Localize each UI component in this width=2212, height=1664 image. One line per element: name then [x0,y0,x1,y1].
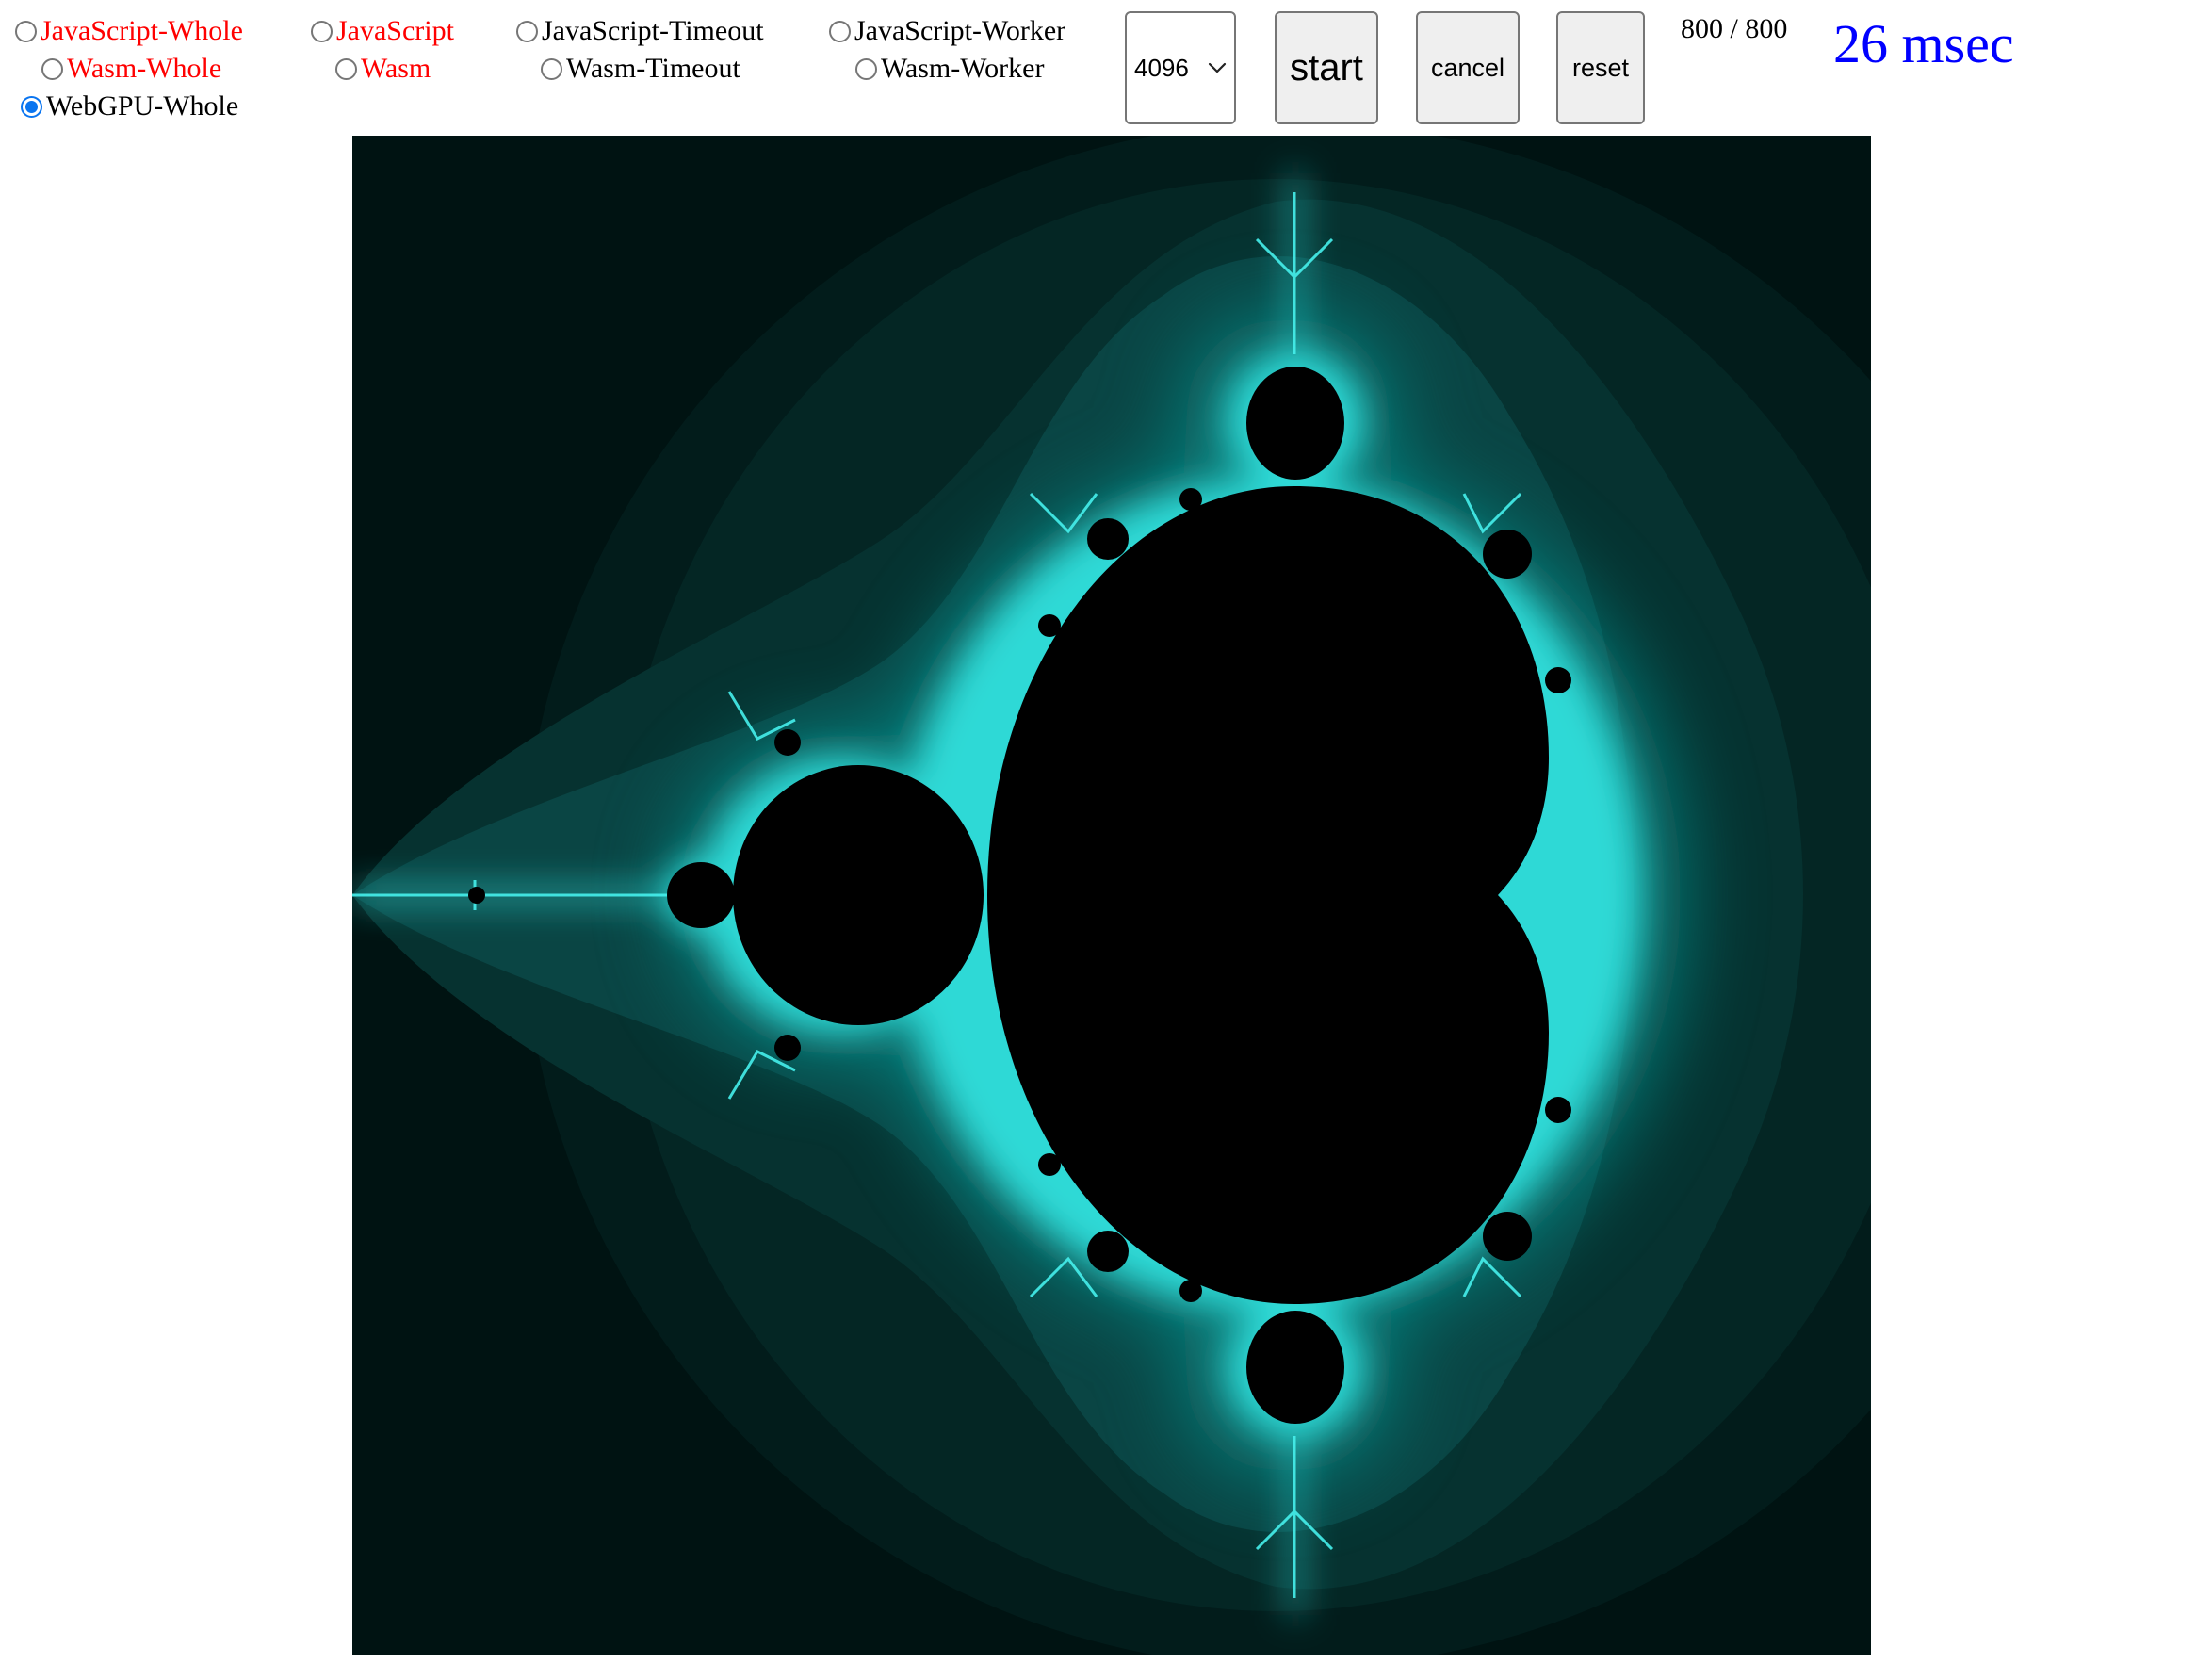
mandelbrot-canvas[interactable] [352,136,1871,1655]
radio-javascript[interactable]: JavaScript [311,13,454,49]
radio-label: Wasm-Timeout [566,53,740,84]
cancel-button-label: cancel [1430,53,1505,82]
radio-wasm-worker[interactable]: Wasm-Worker [855,51,1044,87]
radio-javascript-worker[interactable]: JavaScript-Worker [829,13,1065,49]
radio-button-icon[interactable] [41,57,63,80]
mandelbrot-image [352,136,1871,1655]
radio-javascript-whole[interactable]: JavaScript-Whole [15,13,243,49]
radio-javascript-timeout[interactable]: JavaScript-Timeout [516,13,764,49]
radio-webgpu-whole[interactable]: WebGPU-Whole [21,89,238,124]
radio-button-icon[interactable] [829,20,851,42]
radio-wasm[interactable]: Wasm [335,51,431,87]
iterations-select-value: 4096 [1134,53,1189,82]
radio-button-checked-icon[interactable] [21,95,42,118]
radio-button-icon[interactable] [541,57,562,80]
radio-button-icon[interactable] [516,20,538,42]
radio-label: JavaScript [336,15,454,46]
radio-label: JavaScript-Whole [41,15,243,46]
radio-label: Wasm-Worker [881,53,1045,84]
radio-button-icon[interactable] [311,20,333,42]
radio-button-icon[interactable] [855,57,877,80]
radio-label: Wasm [361,53,431,84]
radio-wasm-whole[interactable]: Wasm-Whole [41,51,221,87]
elapsed-time: 26 msec [1833,13,2014,74]
start-button[interactable]: start [1275,11,1378,124]
mandelbrot-set [468,367,1571,1424]
radio-wasm-timeout[interactable]: Wasm-Timeout [541,51,740,87]
chevron-down-icon [1208,62,1227,73]
radio-label: JavaScript-Timeout [542,15,764,46]
radio-label: WebGPU-Whole [46,90,239,122]
reset-button-label: reset [1571,53,1630,82]
iterations-select[interactable]: 4096 [1125,11,1236,124]
radio-label: Wasm-Whole [67,53,222,84]
cancel-button[interactable]: cancel [1416,11,1520,124]
set-filaments [352,192,1522,1598]
radio-button-icon[interactable] [15,20,37,42]
radio-button-icon[interactable] [335,57,357,80]
radio-label: JavaScript-Worker [854,15,1066,46]
progress-counter: 800 / 800 [1681,13,1788,44]
start-button-label: start [1290,46,1363,89]
reset-button[interactable]: reset [1556,11,1645,124]
